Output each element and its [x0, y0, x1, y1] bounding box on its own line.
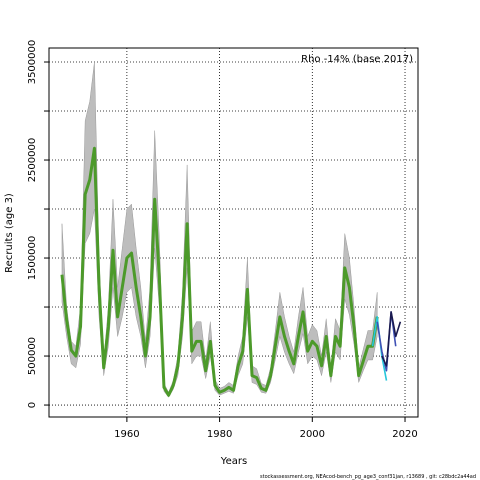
- x-tick-label: 1960: [114, 429, 139, 440]
- x-tick-label: 2020: [392, 429, 417, 440]
- series-line: [60, 146, 379, 397]
- x-tick-label: 2000: [300, 429, 325, 440]
- x-tick-label: 1980: [207, 429, 232, 440]
- y-tick-label: 500000: [27, 337, 38, 375]
- annotation: Rho -14% (base 2017): [301, 54, 413, 65]
- y-tick-label: 1500000: [27, 236, 38, 281]
- y-axis-label: Recruits (age 3): [4, 193, 15, 273]
- y-tick-label: 0: [27, 402, 38, 408]
- plot-frame: [48, 47, 419, 418]
- footer: stockassessment.org, NEAcod-bench_pg_age…: [260, 474, 476, 480]
- x-axis-label: Years: [220, 456, 247, 467]
- y-tick-label: 3500000: [27, 40, 38, 85]
- y-tick-label: 2500000: [27, 138, 38, 183]
- confidence-band: [61, 61, 378, 398]
- series-line: [381, 311, 402, 367]
